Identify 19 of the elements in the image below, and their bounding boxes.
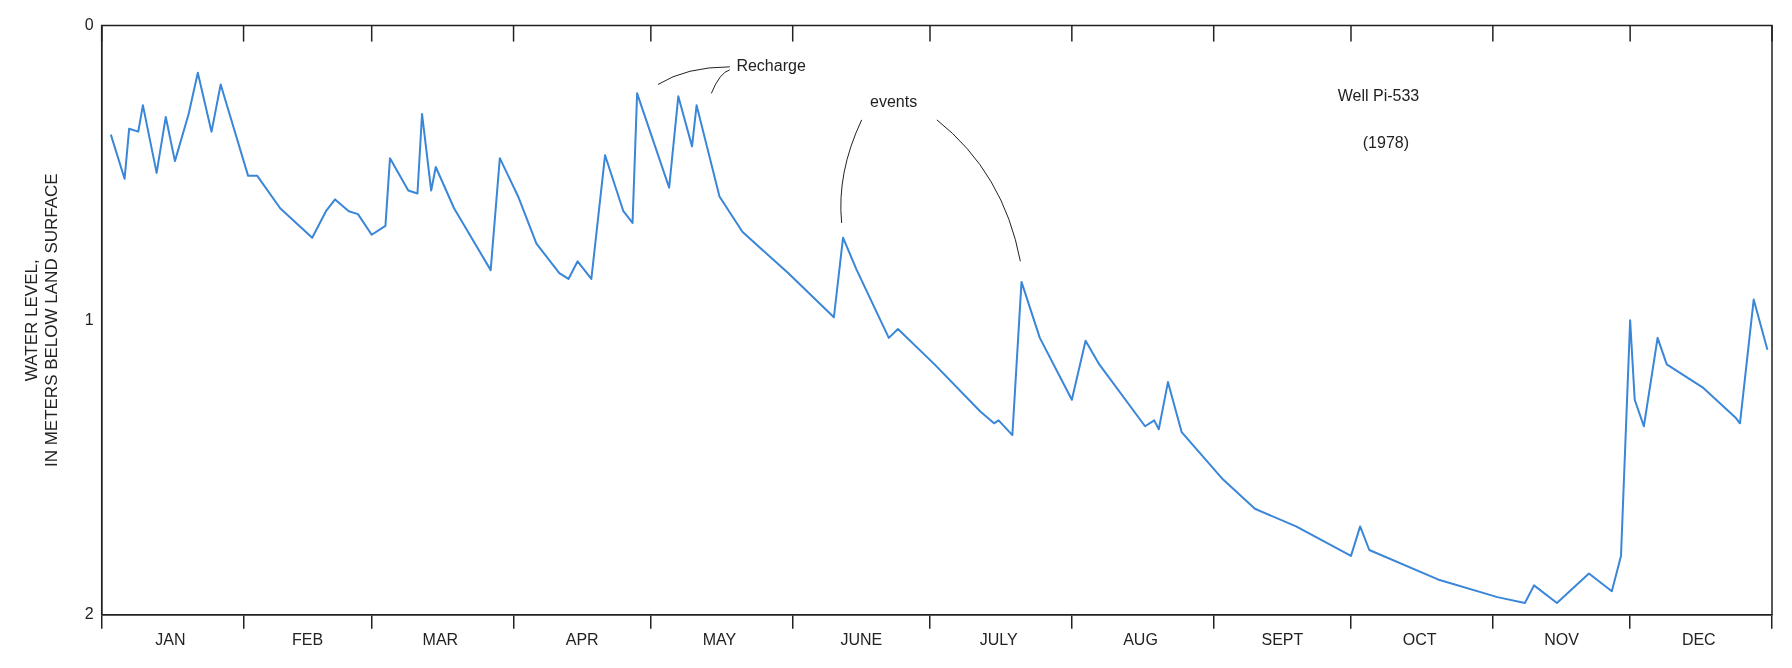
x-tick-label: DEC	[1681, 630, 1716, 648]
x-tick-label: OCT	[1402, 630, 1437, 648]
x-tick-label: JAN	[155, 630, 186, 648]
x-tick-label: NOV	[1544, 630, 1580, 648]
x-tick-label: MAY	[702, 630, 737, 648]
x-tick-label: SEPT	[1261, 630, 1304, 648]
x-tick-label: AUG	[1123, 630, 1158, 648]
x-tick-label: FEB	[292, 630, 324, 648]
x-tick-label: MAR	[422, 630, 459, 648]
annotation: Well Pi-533	[1337, 86, 1420, 104]
x-tick-label: JUNE	[840, 630, 883, 648]
y-tick-label: 2	[84, 605, 94, 623]
y-axis-title: WATER LEVEL, IN METERS BELOW LAND SURFACE	[21, 173, 62, 468]
x-tick-label: APR	[565, 630, 599, 648]
y-tick-label: 1	[84, 310, 94, 328]
annotation: (1978)	[1362, 133, 1410, 151]
text: Recharge events	[736, 57, 918, 110]
x-tick-label: JULY	[979, 630, 1018, 648]
y-tick-label: 0	[84, 16, 94, 34]
